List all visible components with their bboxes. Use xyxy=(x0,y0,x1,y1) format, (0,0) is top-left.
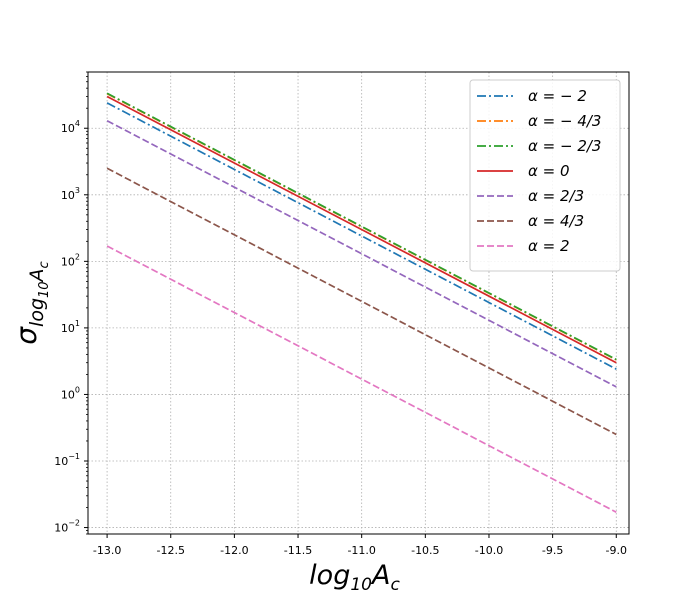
y-tick-label: 10−1 xyxy=(54,452,80,468)
legend-label-0: α = − 2 xyxy=(528,87,587,105)
y-tick-label: 101 xyxy=(61,319,80,335)
plot-frame xyxy=(87,71,630,535)
grid xyxy=(88,72,629,534)
x-tick-label: -11.0 xyxy=(347,544,375,557)
x-tick-label: -9.0 xyxy=(606,544,627,557)
x-tick-label: -12.5 xyxy=(157,544,185,557)
legend-label-5: α = 4/3 xyxy=(528,212,584,230)
series-line-2 xyxy=(106,92,617,361)
legend-label-1: α = − 4/3 xyxy=(528,112,601,130)
series-lines xyxy=(106,92,617,513)
legend-label-2: α = − 2/3 xyxy=(528,137,601,155)
y-tick-label: 102 xyxy=(61,252,80,268)
legend-box xyxy=(469,79,621,272)
series-line-0 xyxy=(106,102,617,370)
x-tick-label: -11.5 xyxy=(284,544,312,557)
series-line-6 xyxy=(106,245,617,513)
y-tick-label: 104 xyxy=(61,119,80,135)
x-tick-label: -10.0 xyxy=(475,544,503,557)
x-tick-label: -12.0 xyxy=(220,544,248,557)
x-tick-label: -10.5 xyxy=(411,544,439,557)
legend-label-3: α = 0 xyxy=(528,162,570,180)
y-tick-label: 10−2 xyxy=(54,519,80,535)
y-axis-label: σlog10Ac xyxy=(10,261,52,344)
y-tick-label: 103 xyxy=(61,186,80,202)
series-line-4 xyxy=(106,119,617,388)
x-axis-ticks: -13.0 -12.5 -12.0 -11.5 -11.0 -10.5 -10.0 -9.5 -… xyxy=(93,534,627,557)
series-line-3 xyxy=(106,95,617,364)
y-axis-ticks: 10−2 10−1 100 101 102 103 104 xyxy=(54,71,88,535)
legend: α = − 2 α = − 4/3 α = − 2/3 α = 0 α = 2/3 α =… xyxy=(469,79,621,272)
legend-label-6: α = 2 xyxy=(528,237,570,255)
legend-label-4: α = 2/3 xyxy=(528,187,584,205)
series-line-5 xyxy=(106,167,617,436)
y-tick-label: 100 xyxy=(61,385,80,401)
x-tick-label: -9.5 xyxy=(542,544,563,557)
x-tick-label: -13.0 xyxy=(93,544,121,557)
x-axis-label: log10Ac xyxy=(309,560,400,595)
